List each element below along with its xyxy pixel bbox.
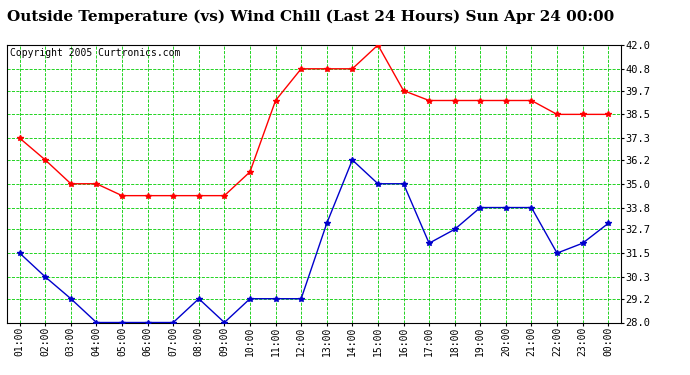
- Text: Outside Temperature (vs) Wind Chill (Last 24 Hours) Sun Apr 24 00:00: Outside Temperature (vs) Wind Chill (Las…: [7, 9, 614, 24]
- Text: Copyright 2005 Curtronics.com: Copyright 2005 Curtronics.com: [10, 48, 180, 58]
